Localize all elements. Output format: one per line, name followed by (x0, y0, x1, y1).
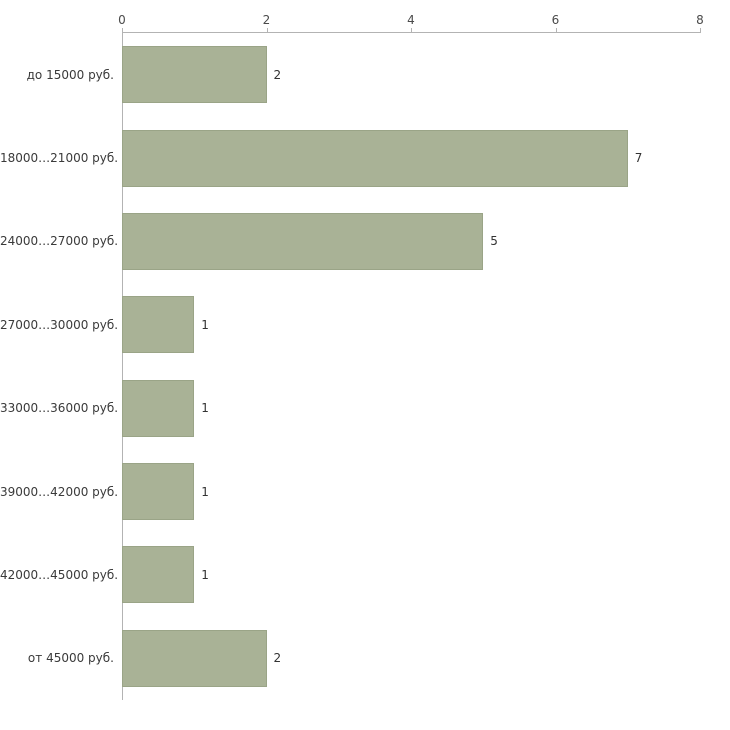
x-tick-mark (122, 28, 123, 33)
bar-row: до 15000 руб. 2 (0, 33, 730, 116)
value-label: 1 (201, 484, 209, 499)
bar-row: 24000…27000 руб. 5 (0, 200, 730, 283)
bar (122, 379, 195, 437)
value-label: 1 (201, 317, 209, 332)
bar (122, 629, 267, 687)
bar (122, 463, 195, 521)
category-label: 33000…36000 руб. (0, 401, 119, 416)
category-label: 24000…27000 руб. (0, 234, 119, 249)
x-tick-label: 8 (696, 13, 704, 27)
bar-row: 42000…45000 руб. 1 (0, 533, 730, 616)
x-tick-mark (266, 28, 268, 33)
bar-row: 39000…42000 руб. 1 (0, 450, 730, 533)
value-label: 1 (201, 567, 209, 582)
bar (122, 212, 484, 270)
category-label: 39000…42000 руб. (0, 484, 119, 499)
bar-row: 18000…21000 руб. 7 (0, 116, 730, 199)
x-tick-label: 0 (118, 13, 126, 27)
x-tick-mark (411, 28, 412, 33)
y-axis-line (122, 32, 123, 700)
bar (122, 46, 267, 104)
category-label: до 15000 руб. (26, 67, 114, 82)
value-label: 2 (273, 651, 282, 666)
bar-row: от 45000 руб. 2 (0, 617, 730, 700)
category-label: от 45000 руб. (27, 651, 114, 666)
x-tick-mark (700, 28, 701, 33)
value-label: 2 (273, 67, 282, 82)
x-tick-label: 4 (407, 13, 415, 27)
value-label: 7 (634, 151, 643, 166)
category-label: 27000…30000 руб. (0, 317, 119, 332)
bar-rows: до 15000 руб. 2 18000…21000 руб. 7 24000…270… (0, 33, 730, 700)
value-label: 5 (490, 234, 498, 249)
bar-row: 33000…36000 руб. 1 (0, 367, 730, 450)
category-label: 18000…21000 руб. (0, 151, 119, 166)
bar-row: 27000…30000 руб. 1 (0, 283, 730, 366)
category-label: 42000…45000 руб. (0, 567, 119, 582)
value-label: 1 (201, 401, 209, 416)
bar (122, 546, 195, 604)
bar (122, 129, 628, 187)
x-tick-label: 2 (262, 13, 271, 27)
x-tick-mark (555, 28, 557, 33)
bar (122, 296, 195, 354)
x-tick-label: 6 (551, 13, 560, 27)
